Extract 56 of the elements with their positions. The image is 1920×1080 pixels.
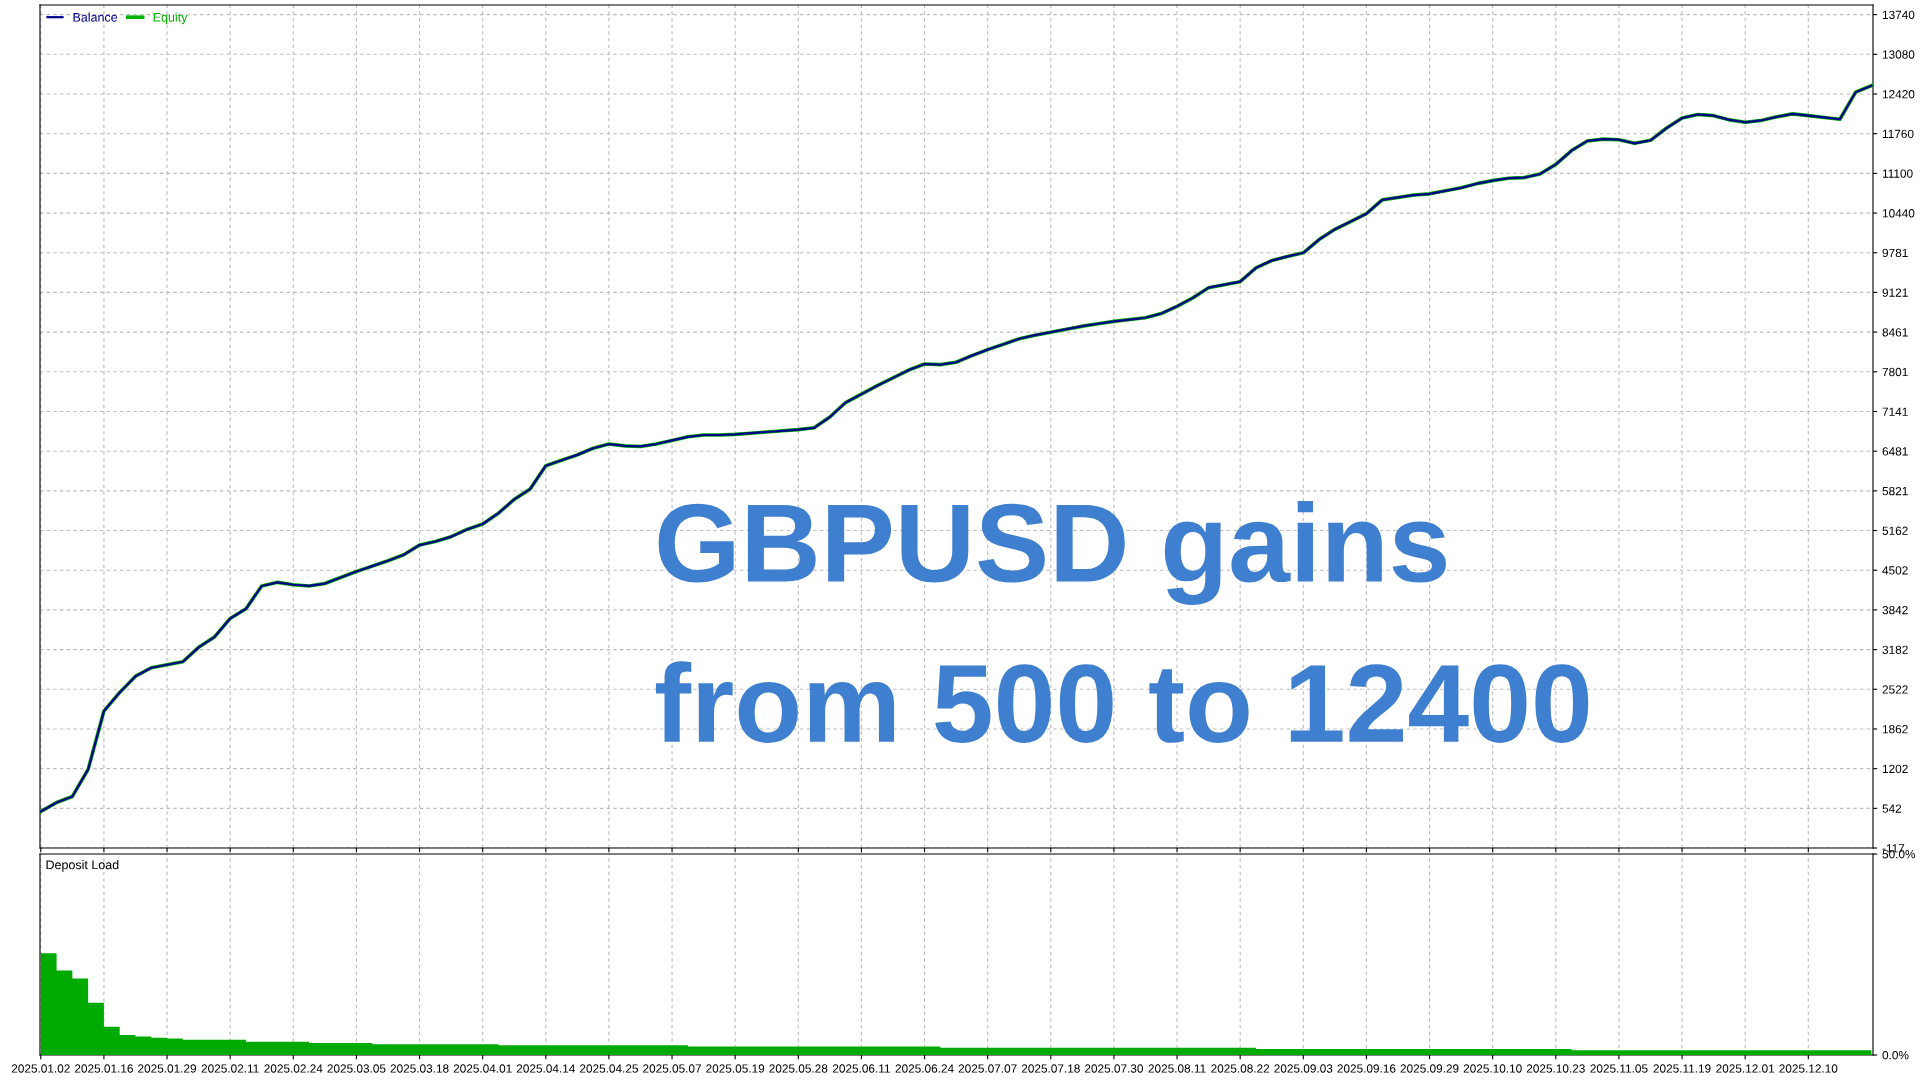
x-tick-label: 2025.10.10 bbox=[1463, 1064, 1522, 1073]
y-tick-label: 6481 bbox=[1882, 447, 1908, 456]
legend-label: Balance bbox=[73, 12, 118, 22]
legend-label: Equity bbox=[153, 12, 188, 25]
y-tick-label: 5821 bbox=[1882, 486, 1908, 496]
y-tick-label: 1862 bbox=[1882, 725, 1908, 734]
x-tick-label: 2025.11.19 bbox=[1653, 1064, 1711, 1073]
x-tick-label: 2025.05.19 bbox=[706, 1064, 765, 1073]
x-tick-label: 2025.08.22 bbox=[1211, 1064, 1270, 1073]
x-tick-label: 2025.09.16 bbox=[1337, 1064, 1396, 1073]
x-tick-label: 2025.03.18 bbox=[390, 1064, 449, 1073]
y-tick-label: 12420 bbox=[1882, 90, 1915, 99]
x-tick-label: 2025.01.02 bbox=[11, 1064, 70, 1073]
x-tick-label: 2025.04.14 bbox=[516, 1064, 575, 1073]
x-tick-label: 2025.05.28 bbox=[769, 1064, 828, 1073]
x-tick-label: 2025.06.24 bbox=[895, 1064, 954, 1073]
y-tick-label: 13740 bbox=[1882, 10, 1915, 20]
y-tick-label: 11760 bbox=[1882, 129, 1914, 139]
x-tick-label: 2025.08.11 bbox=[1148, 1064, 1206, 1073]
x-tick-label: 2025.10.23 bbox=[1526, 1064, 1585, 1073]
y-tick-label: 7141 bbox=[1882, 407, 1908, 416]
x-tick-label: 2025.09.03 bbox=[1274, 1064, 1333, 1073]
y-tick-label: 5162 bbox=[1882, 526, 1908, 535]
x-tick-label: 2025.07.07 bbox=[958, 1064, 1017, 1073]
chart-title: Deposit Load bbox=[46, 860, 119, 872]
x-tick-label: 2025.05.07 bbox=[643, 1064, 701, 1073]
y-tick-label: 3182 bbox=[1882, 645, 1908, 654]
x-tick-label: 2025.04.01 bbox=[453, 1064, 512, 1073]
x-tick-label: 2025.11.05 bbox=[1590, 1064, 1648, 1073]
y-tick-label: 9121 bbox=[1882, 288, 1908, 297]
y-tick-label: 10440 bbox=[1882, 209, 1915, 218]
x-tick-label: 2025.01.29 bbox=[138, 1064, 197, 1073]
y-tick-label: 4502 bbox=[1882, 566, 1908, 575]
y-tick-label: 1202 bbox=[1882, 764, 1908, 774]
x-tick-label: 2025.12.10 bbox=[1779, 1064, 1838, 1073]
x-tick-label: 2025.12.01 bbox=[1716, 1064, 1775, 1073]
x-tick-label: 2025.02.11 bbox=[201, 1064, 259, 1073]
x-tick-label: 2025.06.11 bbox=[832, 1064, 890, 1073]
y-tick-label: 8461 bbox=[1882, 328, 1908, 337]
x-tick-label: 2025.09.29 bbox=[1400, 1064, 1459, 1073]
x-tick-label: 2025.03.05 bbox=[327, 1064, 386, 1073]
y-tick-label: 542 bbox=[1882, 804, 1902, 813]
annotation: GBPUSD gains bbox=[658, 500, 1446, 605]
y-tick-label: 2522 bbox=[1882, 685, 1908, 694]
x-tick-label: 2025.07.30 bbox=[1084, 1064, 1143, 1073]
x-tick-label: 2025.07.18 bbox=[1021, 1064, 1080, 1073]
y-tick-label: 11100 bbox=[1882, 169, 1913, 178]
x-tick-label: 2025.04.25 bbox=[579, 1064, 638, 1073]
y-tick-label: 13080 bbox=[1882, 50, 1915, 59]
annotation: from 500 to 12400 bbox=[655, 661, 1589, 743]
y-tick-label: 0.0% bbox=[1882, 1051, 1909, 1060]
y-tick-label: 3842 bbox=[1882, 605, 1908, 615]
y-tick-label: 9781 bbox=[1882, 248, 1908, 258]
x-tick-label: 2025.01.16 bbox=[74, 1064, 133, 1073]
y-tick-label: 7801 bbox=[1882, 367, 1908, 377]
x-tick-label: 2025.02.24 bbox=[264, 1064, 323, 1073]
